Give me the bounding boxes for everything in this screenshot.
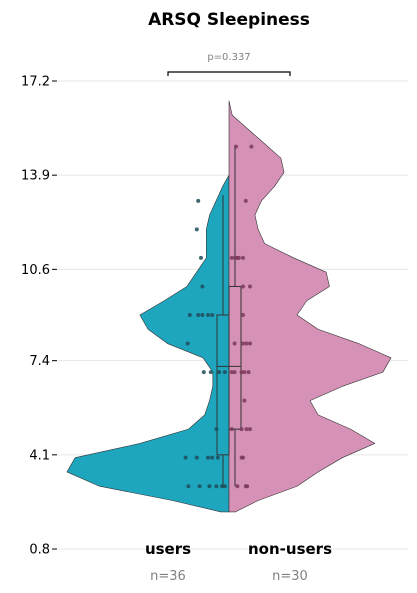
data-point xyxy=(214,427,219,432)
data-point xyxy=(186,484,191,489)
category-label-non-users: non-users xyxy=(248,540,332,558)
violin-non-users xyxy=(228,100,392,513)
box-non-users xyxy=(228,285,242,430)
data-point xyxy=(242,370,247,375)
data-point xyxy=(239,427,244,432)
data-point xyxy=(210,313,215,317)
data-point xyxy=(220,484,224,489)
y-tick-label: 10.6 xyxy=(21,263,50,278)
data-point xyxy=(241,341,245,346)
data-point xyxy=(241,455,245,460)
data-point xyxy=(194,227,199,232)
data-point xyxy=(241,284,245,289)
data-point xyxy=(207,484,212,489)
y-tick-label: 7.4 xyxy=(29,354,50,369)
data-point xyxy=(234,144,238,149)
data-point xyxy=(194,455,199,460)
data-point xyxy=(239,370,244,375)
data-point xyxy=(196,313,201,317)
violin-users xyxy=(66,174,230,513)
category-label-users: users xyxy=(145,540,191,558)
data-point xyxy=(229,370,234,375)
data-point xyxy=(199,255,203,260)
significance-annotation: p=0.337 xyxy=(167,52,291,76)
data-point xyxy=(222,484,227,489)
data-point xyxy=(185,341,190,346)
category-labels: users n=36 non-users n=30 xyxy=(145,540,332,584)
data-point xyxy=(214,484,219,489)
data-point xyxy=(229,255,234,260)
sample-size-non-users: n=30 xyxy=(272,569,308,584)
y-tick-label: 4.1 xyxy=(29,448,50,463)
box-layer xyxy=(216,146,242,487)
y-tick-label: 0.8 xyxy=(29,543,50,558)
data-point xyxy=(244,427,249,432)
data-point xyxy=(248,427,252,432)
data-point xyxy=(229,427,234,432)
data-point xyxy=(197,484,202,489)
data-point xyxy=(206,455,210,460)
points-layer xyxy=(183,144,254,489)
data-point xyxy=(183,455,188,460)
y-axis: 0.8 4.1 7.4 10.6 13.9 17.2 xyxy=(21,75,57,558)
data-point xyxy=(201,370,206,375)
data-point xyxy=(232,341,237,346)
data-point xyxy=(200,284,205,289)
chart-title: ARSQ Sleepiness xyxy=(148,10,310,30)
data-point xyxy=(241,313,245,317)
data-point xyxy=(210,455,215,460)
data-point xyxy=(241,255,245,260)
data-point xyxy=(242,398,247,403)
box-users xyxy=(216,314,230,456)
data-point xyxy=(246,370,251,375)
data-point xyxy=(235,484,240,489)
data-point xyxy=(222,370,227,375)
violin-layer xyxy=(66,100,392,513)
data-point xyxy=(217,370,222,375)
data-point xyxy=(196,198,201,203)
data-point xyxy=(232,370,237,375)
significance-bracket xyxy=(167,71,291,76)
data-point xyxy=(244,341,249,346)
data-point xyxy=(200,313,205,317)
data-point xyxy=(215,455,220,460)
sample-size-users: n=36 xyxy=(150,569,186,584)
data-point xyxy=(208,370,213,375)
p-value-label: p=0.337 xyxy=(207,52,250,63)
data-point xyxy=(236,255,241,260)
data-point xyxy=(243,198,248,203)
data-point xyxy=(245,484,250,489)
y-tick-label: 17.2 xyxy=(21,75,50,90)
data-point xyxy=(248,284,252,289)
data-point xyxy=(249,144,254,149)
data-point xyxy=(187,313,192,317)
y-tick-label: 13.9 xyxy=(21,169,50,184)
data-point xyxy=(248,341,252,346)
data-point xyxy=(206,313,210,317)
